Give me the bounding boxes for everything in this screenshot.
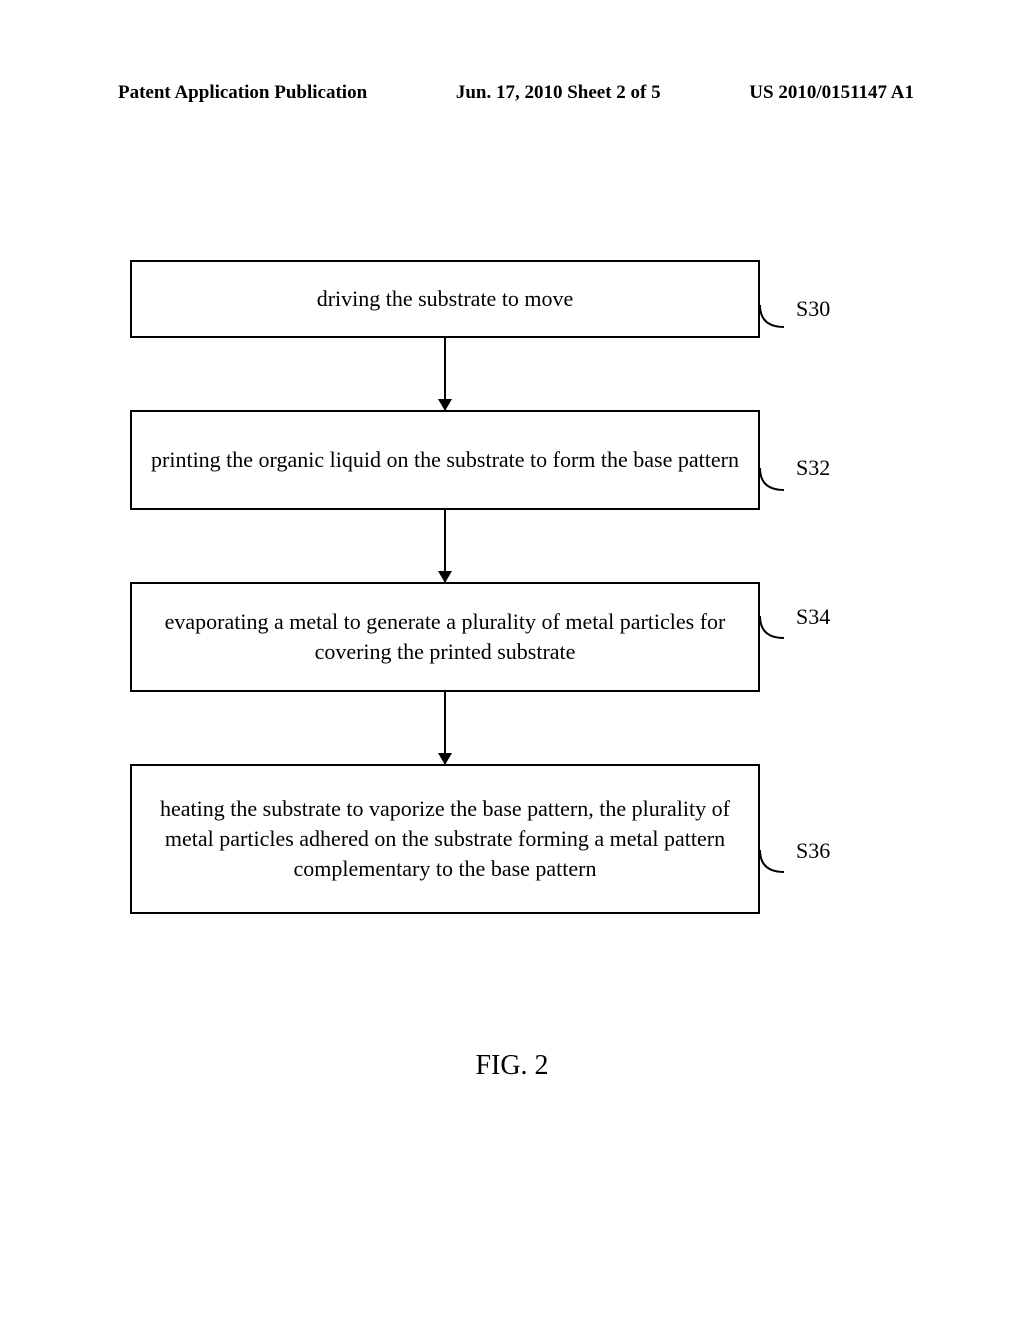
step-label-s30: S30: [796, 296, 830, 322]
step-label-s34: S34: [796, 604, 830, 630]
flow-arrow: [444, 692, 446, 764]
page: Patent Application Publication Jun. 17, …: [0, 0, 1024, 1320]
header-right: US 2010/0151147 A1: [749, 82, 914, 104]
flow-node-text: evaporating a metal to generate a plural…: [146, 607, 744, 666]
callout-icon: [760, 305, 788, 333]
step-label-s36: S36: [796, 838, 830, 864]
figure-caption: FIG. 2: [0, 1050, 1024, 1082]
callout-icon: [760, 468, 788, 496]
callout-icon: [760, 850, 788, 878]
page-header: Patent Application Publication Jun. 17, …: [0, 82, 1024, 104]
flow-node-text: heating the substrate to vaporize the ba…: [146, 794, 744, 883]
flow-node-s34: evaporating a metal to generate a plural…: [130, 582, 760, 692]
flow-node-s32: printing the organic liquid on the subst…: [130, 410, 760, 510]
header-center: Jun. 17, 2010 Sheet 2 of 5: [456, 82, 661, 104]
flowchart: driving the substrate to move printing t…: [130, 260, 760, 914]
flow-arrow: [444, 338, 446, 410]
step-label-s32: S32: [796, 455, 830, 481]
flow-node-s36: heating the substrate to vaporize the ba…: [130, 764, 760, 914]
flow-node-s30: driving the substrate to move: [130, 260, 760, 338]
flow-node-text: printing the organic liquid on the subst…: [151, 445, 739, 475]
flow-arrow: [444, 510, 446, 582]
header-left: Patent Application Publication: [118, 82, 367, 104]
callout-icon: [760, 616, 788, 644]
flow-node-text: driving the substrate to move: [317, 284, 574, 314]
